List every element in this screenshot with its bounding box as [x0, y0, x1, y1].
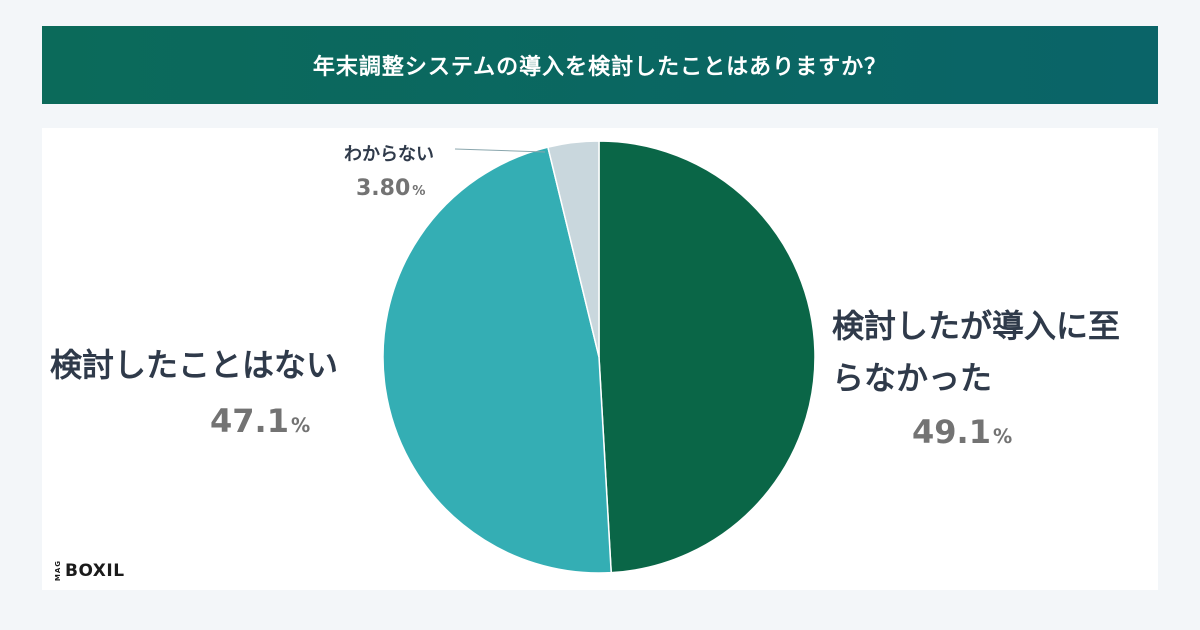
- brand-prefix: MAG: [54, 560, 62, 582]
- slice-label-considered-not-adopted: 検討したが導入に至らなかった: [832, 307, 1121, 397]
- slice-value-never-considered: 47.1%: [210, 402, 311, 440]
- brand-logo: MAG BOXIL: [54, 560, 125, 581]
- leader-line-dont-know: [454, 148, 546, 153]
- chart-title: 年末調整システムの導入を検討したことはありますか？: [42, 26, 1158, 104]
- slice-label-never-considered: 検討したことはない: [50, 346, 339, 384]
- brand-name: BOXIL: [65, 560, 125, 581]
- slice-value-dont-know: 3.80%: [356, 176, 426, 201]
- pie-slice-dont-know: [547, 140, 600, 358]
- slice-value-considered-not-adopted: 49.1%: [912, 413, 1013, 451]
- pie-slice-never-considered: [382, 146, 612, 574]
- slice-label-dont-know: わからない: [344, 144, 434, 165]
- pie-slice-considered-not-adopted: [598, 140, 816, 574]
